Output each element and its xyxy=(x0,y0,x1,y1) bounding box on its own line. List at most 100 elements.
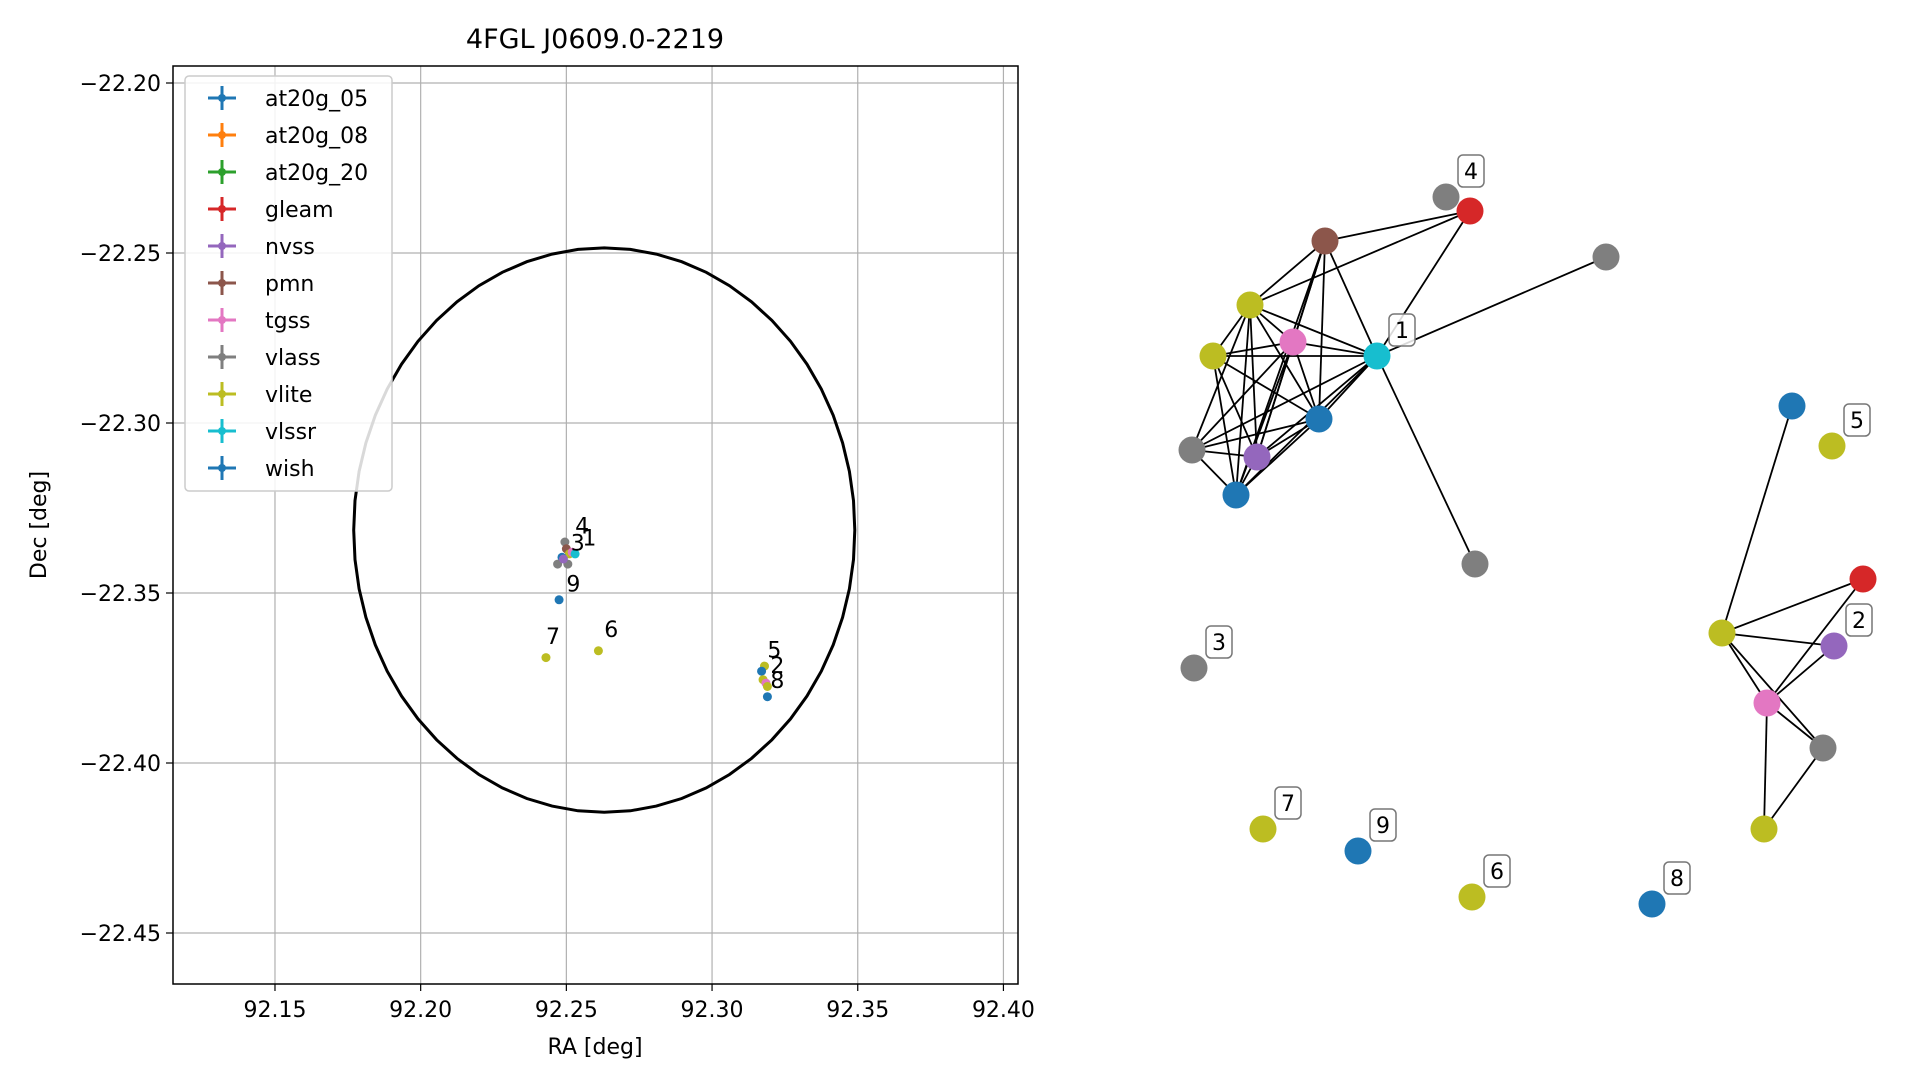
network-edge xyxy=(1763,702,1768,830)
legend-entry-label: at20g_20 xyxy=(265,161,368,186)
chart-title: 4FGL J0609.0-2219 xyxy=(466,24,724,55)
network-edge xyxy=(1721,632,1768,704)
legend-marker-dot xyxy=(218,242,226,250)
network-edge xyxy=(1766,578,1864,704)
x-tick-label: 92.20 xyxy=(389,998,452,1023)
network-edge xyxy=(1212,355,1320,420)
network-edge xyxy=(1324,210,1471,242)
legend-entry-label: at20g_05 xyxy=(265,87,368,112)
network-node-label: 2 xyxy=(1852,609,1866,634)
network-edge xyxy=(1249,240,1326,306)
grid-lines xyxy=(173,66,1018,984)
source-point xyxy=(762,692,772,702)
network-nodes xyxy=(1178,183,1877,918)
network-edge xyxy=(1318,240,1326,420)
network-node xyxy=(1778,392,1806,420)
network-edge xyxy=(1763,747,1824,830)
y-tick-label: −22.35 xyxy=(80,582,161,607)
x-tick-label: 92.30 xyxy=(681,998,744,1023)
network-edge xyxy=(1235,304,1251,496)
legend-entry-label: vlite xyxy=(265,383,312,408)
source-point xyxy=(560,537,570,547)
network-node xyxy=(1708,619,1736,647)
network-node xyxy=(1592,243,1620,271)
legend-marker-dot xyxy=(218,279,226,287)
network-edge xyxy=(1256,341,1294,458)
network-edge xyxy=(1721,578,1864,634)
network-node xyxy=(1236,291,1264,319)
network-node xyxy=(1180,654,1208,682)
network-node-label: 6 xyxy=(1490,860,1504,885)
source-annotation: 8 xyxy=(770,669,784,694)
source-annotations: 413 9 7 6 528 xyxy=(546,515,784,695)
network-edge xyxy=(1721,405,1793,634)
legend-box xyxy=(184,75,393,492)
network-node xyxy=(1249,815,1277,843)
y-tick-label: −22.40 xyxy=(80,752,161,777)
source-point xyxy=(762,682,772,691)
network-node xyxy=(1456,197,1484,225)
network-edge xyxy=(1292,341,1320,420)
network-node xyxy=(1458,883,1486,911)
network-edges xyxy=(1191,210,1864,830)
network-node-label-box xyxy=(1457,154,1485,188)
x-axis-ticks: 92.15 92.20 92.25 92.30 92.35 92.40 xyxy=(243,984,1035,1023)
y-tick-label: −22.25 xyxy=(80,242,161,267)
network-edge xyxy=(1721,632,1835,647)
y-axis-ticks: −22.20 −22.25 −22.30 −22.35 −22.40 −22.45 xyxy=(80,72,173,947)
source-annotation: 6 xyxy=(604,618,618,643)
network-edge xyxy=(1249,304,1378,357)
network-node-label: 8 xyxy=(1670,867,1684,892)
legend-entry-label: gleam xyxy=(265,198,334,223)
legend-marker-dot xyxy=(218,390,226,398)
network-node-label-box xyxy=(1369,808,1397,842)
network-node xyxy=(1849,565,1877,593)
network-edge xyxy=(1235,418,1320,496)
network-node xyxy=(1178,436,1206,464)
network-node xyxy=(1753,689,1781,717)
source-annotation: 2 xyxy=(770,654,784,679)
legend-marker-dot xyxy=(218,427,226,435)
network-edge xyxy=(1212,341,1294,357)
legend-entry-label: pmn xyxy=(265,272,314,297)
network-node xyxy=(1279,328,1307,356)
network-node-labels: 1 4 3 5 2 7 9 6 8 xyxy=(1205,154,1873,895)
x-tick-label: 92.35 xyxy=(826,998,889,1023)
network-node xyxy=(1461,550,1489,578)
network-graph-panel: 1 4 3 5 2 7 9 6 8 xyxy=(1178,154,1877,918)
legend-entry-label: wish xyxy=(265,457,315,482)
network-node xyxy=(1809,734,1837,762)
legend-marker-dot xyxy=(218,205,226,213)
x-tick-label: 92.25 xyxy=(535,998,598,1023)
source-point xyxy=(570,549,580,559)
y-axis-label: Dec [deg] xyxy=(27,471,52,579)
source-annotation: 9 xyxy=(566,572,580,597)
source-point xyxy=(558,554,568,564)
network-node-label-box xyxy=(1663,861,1691,895)
legend-entry-label: at20g_08 xyxy=(265,124,368,149)
source-point xyxy=(541,653,551,663)
network-node xyxy=(1750,815,1778,843)
network-edge xyxy=(1191,304,1251,451)
network-node xyxy=(1305,405,1333,433)
source-point xyxy=(593,646,603,656)
network-node xyxy=(1432,183,1460,211)
localization-ellipse xyxy=(352,246,857,814)
network-edge xyxy=(1324,240,1378,357)
network-node xyxy=(1199,342,1227,370)
x-axis-label: RA [deg] xyxy=(547,1035,642,1060)
network-node-label-box xyxy=(1205,625,1233,659)
legend-entry-label: vlssr xyxy=(265,420,317,445)
y-tick-label: −22.20 xyxy=(80,72,161,97)
legend-entry-label: nvss xyxy=(265,235,315,260)
network-node-label-box xyxy=(1274,786,1302,820)
network-edge xyxy=(1376,355,1476,565)
network-node-label: 5 xyxy=(1850,409,1864,434)
source-annotation: 7 xyxy=(546,625,560,650)
scatter-plot-panel: 413 9 7 6 528 92.15 92.20 92.25 92.30 92.35 92.40… xyxy=(27,24,1035,1060)
network-node xyxy=(1818,432,1846,460)
source-point xyxy=(757,666,767,676)
legend-entry-label: tgss xyxy=(265,309,311,334)
